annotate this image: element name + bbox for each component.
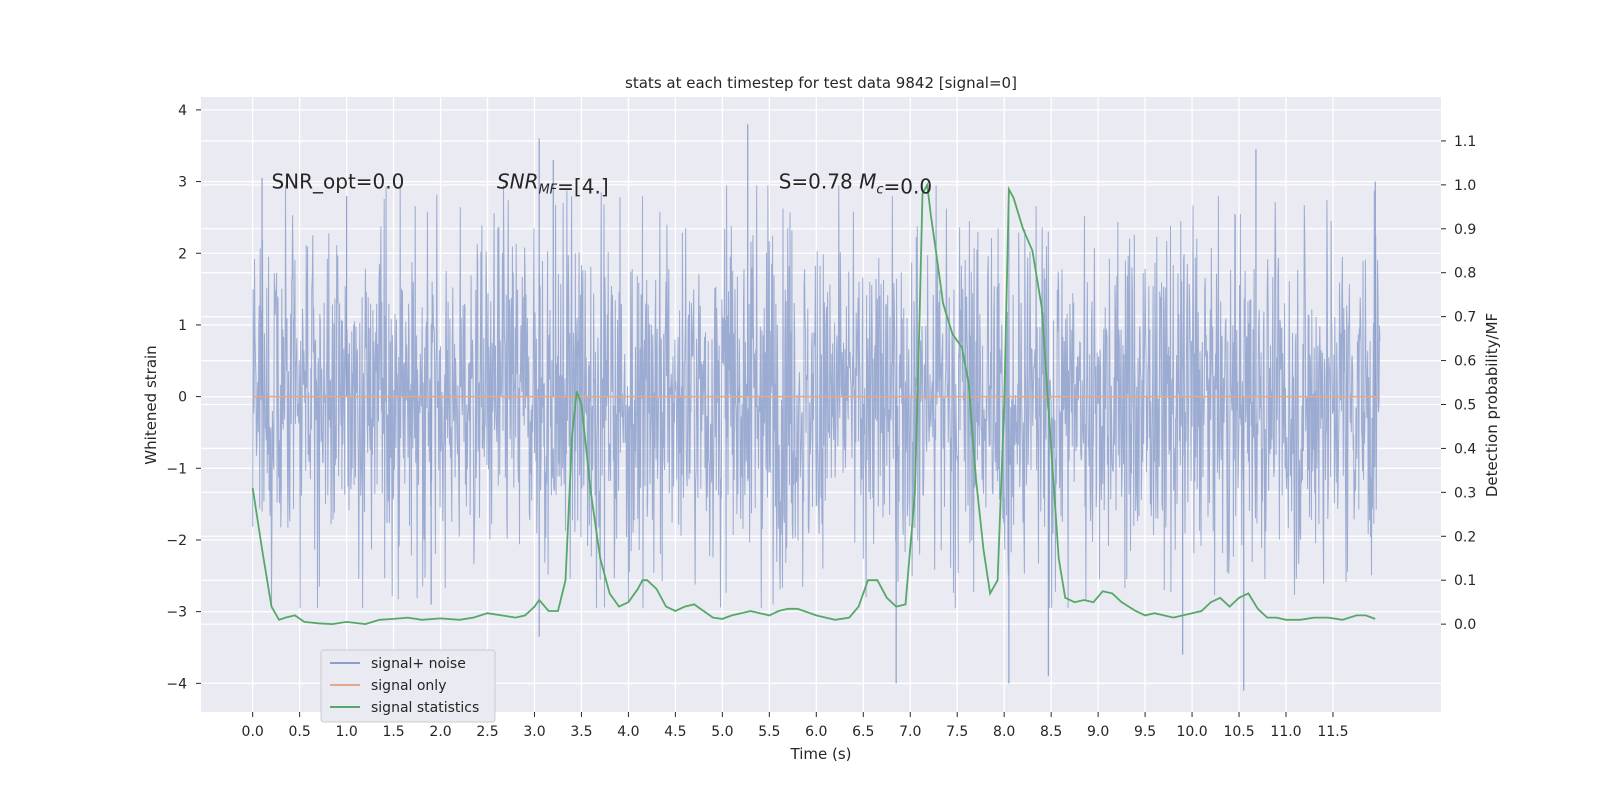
y-left-tick-label: 4 xyxy=(178,103,187,119)
y-right-tick-label: 0.3 xyxy=(1454,485,1476,501)
legend-box xyxy=(320,649,496,723)
annotation: SNR_opt=0.0 xyxy=(271,170,404,194)
y-left-tick-label: 0 xyxy=(178,390,187,406)
x-tick-label: 6.5 xyxy=(852,724,874,740)
x-tick-label: 4.0 xyxy=(617,724,639,740)
x-tick-label: 10.0 xyxy=(1176,724,1207,740)
y-left-tick-label: 3 xyxy=(178,175,187,191)
x-tick-label: 1.0 xyxy=(335,724,357,740)
signal-statistics-line xyxy=(251,181,1376,626)
x-tick-label: 2.5 xyxy=(476,724,498,740)
y-right-tick-label: 0.9 xyxy=(1454,222,1476,238)
x-tick-label: 1.5 xyxy=(382,724,404,740)
y-axis-right: 1.1 1.0 0.9 0.8 0.7 0.6 0.5 0.4 0.3 0.2 0.1 0.0 xyxy=(1441,134,1476,633)
y-left-tick-label: −1 xyxy=(166,461,187,477)
x-tick-label: 8.5 xyxy=(1040,724,1062,740)
y-left-tick-label: 2 xyxy=(178,246,187,262)
chart-title: stats at each timestep for test data 984… xyxy=(625,74,1017,92)
y-right-tick-label: 0.1 xyxy=(1454,573,1476,589)
y-axis-right-label: Detection probability/MF xyxy=(1483,313,1501,497)
y-right-tick-label: 0.4 xyxy=(1454,441,1476,457)
noise-trace xyxy=(252,185,1381,609)
x-tick-label: 5.0 xyxy=(711,724,733,740)
y-left-tick-label: −2 xyxy=(166,533,187,549)
y-right-tick-label: 0.5 xyxy=(1454,398,1476,414)
y-right-tick-label: 0.7 xyxy=(1454,310,1476,326)
y-left-tick-label: −3 xyxy=(166,605,187,621)
annotations: SNR_opt=0.0 SNRMF=[4.] S=0.78 Mc=0.0 xyxy=(271,170,932,199)
y-right-tick-label: 0.2 xyxy=(1454,529,1476,545)
x-tick-label: 0.0 xyxy=(242,724,264,740)
legend-label-signal: signal only xyxy=(371,678,446,694)
x-tick-label: 2.0 xyxy=(429,724,451,740)
x-axis-label: Time (s) xyxy=(790,745,852,763)
x-tick-label: 8.0 xyxy=(993,724,1015,740)
x-tick-label: 3.5 xyxy=(570,724,592,740)
x-tick-label: 7.5 xyxy=(946,724,968,740)
y-right-tick-label: 0.0 xyxy=(1454,617,1476,633)
legend-label-stats: signal statistics xyxy=(371,700,479,716)
y-right-tick-label: 0.8 xyxy=(1454,266,1476,282)
x-axis: 0.0 0.5 1.0 1.5 2.0 2.5 3.0 3.5 4.0 4.5 5.0 5.5 6.0 6… xyxy=(242,712,1349,740)
x-tick-label: 3.0 xyxy=(523,724,545,740)
x-tick-label: 11.0 xyxy=(1270,724,1301,740)
y-right-tick-label: 0.6 xyxy=(1454,354,1476,370)
annotation: SNRMF=[4.] xyxy=(497,170,609,199)
x-tick-label: 9.5 xyxy=(1134,724,1156,740)
annotation: S=0.78 Mc=0.0 xyxy=(779,170,932,199)
y-axis-left: 4 3 2 1 0 −1 −2 −3 −4 xyxy=(166,103,201,692)
y-axis-left-label: Whitened strain xyxy=(142,345,160,464)
x-tick-label: 7.0 xyxy=(899,724,921,740)
x-tick-label: 5.5 xyxy=(758,724,780,740)
x-tick-label: 6.0 xyxy=(805,724,827,740)
y-right-tick-label: 1.1 xyxy=(1454,134,1476,150)
legend-label-noise: signal+ noise xyxy=(371,656,466,672)
legend: signal+ noise signal only signal statist… xyxy=(320,649,496,723)
x-tick-label: 9.0 xyxy=(1087,724,1109,740)
y-right-tick-label: 1.0 xyxy=(1454,178,1476,194)
x-tick-label: 11.5 xyxy=(1317,724,1348,740)
x-tick-label: 10.5 xyxy=(1223,724,1254,740)
x-tick-label: 4.5 xyxy=(664,724,686,740)
line-series xyxy=(251,181,1380,626)
x-tick-label: 0.5 xyxy=(289,724,311,740)
y-left-tick-label: −4 xyxy=(166,676,187,692)
y-left-tick-label: 1 xyxy=(178,318,187,334)
noise-series xyxy=(252,124,1381,691)
